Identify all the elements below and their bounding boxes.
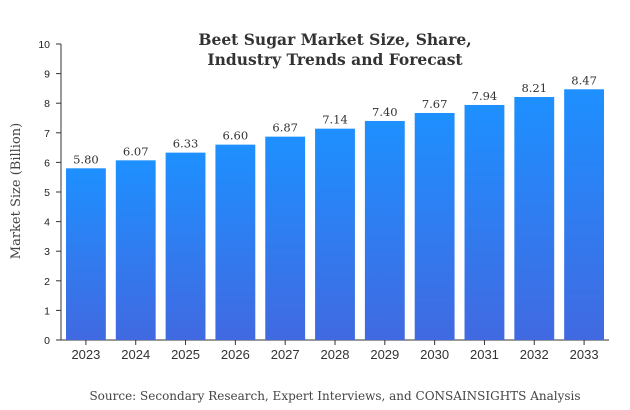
y-tick-label: 10 <box>38 39 50 51</box>
x-tick-label: 2027 <box>271 347 300 362</box>
bar-2031 <box>464 104 505 340</box>
x-tick-label: 2030 <box>420 347 449 362</box>
data-label: 6.60 <box>223 129 249 143</box>
y-tick-label: 2 <box>44 276 50 288</box>
y-tick-label: 7 <box>44 128 50 140</box>
bar-2024 <box>115 160 156 340</box>
bar-2027 <box>265 136 306 340</box>
data-label: 7.40 <box>372 105 398 119</box>
source-note: Source: Secondary Research, Expert Inter… <box>89 389 580 403</box>
data-label: 6.07 <box>123 144 149 158</box>
x-tick-label: 2025 <box>171 347 200 362</box>
x-tick-label: 2028 <box>321 347 350 362</box>
y-tick-label: 1 <box>44 305 50 317</box>
bar-2029 <box>364 120 405 341</box>
y-tick-label: 0 <box>44 335 50 347</box>
x-tick-label: 2029 <box>370 347 399 362</box>
bar-2023 <box>65 168 106 340</box>
bar-2033 <box>564 89 605 341</box>
bar-2026 <box>215 144 256 340</box>
data-label: 6.87 <box>272 121 298 135</box>
y-tick-label: 9 <box>44 69 50 81</box>
data-label: 6.33 <box>173 137 199 151</box>
data-label: 7.94 <box>472 89 498 103</box>
y-axis: 0 1 2 3 4 5 6 7 8 9 10 <box>38 39 62 347</box>
data-label: 7.14 <box>322 113 348 127</box>
x-tick-label: 2031 <box>470 347 499 362</box>
x-axis: 2023 2024 2025 2026 2027 2028 2029 2030 2031 2032… <box>61 339 609 362</box>
y-tick-label: 3 <box>44 246 50 258</box>
y-tick-label: 8 <box>44 98 50 110</box>
data-label: 8.47 <box>571 73 597 87</box>
bar-2028 <box>315 128 355 340</box>
y-tick-label: 5 <box>44 187 50 199</box>
bar-2032 <box>514 96 555 340</box>
data-labels-group: 5.80 6.07 6.33 6.60 6.87 7.14 7.40 7.67 7.94 8.21… <box>73 73 597 166</box>
y-tick-label: 6 <box>44 157 50 169</box>
data-label: 5.80 <box>73 152 99 166</box>
chart-title-line-2: Industry Trends and Forecast <box>207 50 463 69</box>
x-tick-label: 2026 <box>221 347 250 362</box>
x-tick-label: 2024 <box>121 347 150 362</box>
data-label: 7.67 <box>422 97 448 111</box>
x-tick-label: 2033 <box>570 347 599 362</box>
x-tick-label: 2032 <box>520 347 549 362</box>
bar-2030 <box>414 112 455 340</box>
y-tick-label: 4 <box>44 217 50 229</box>
y-axis-label: Market Size (Billion) <box>9 123 24 259</box>
bar-2025 <box>165 152 206 340</box>
bars-group <box>65 89 605 341</box>
data-label: 8.21 <box>521 81 547 95</box>
chart-title-line-1: Beet Sugar Market Size, Share, <box>198 30 471 49</box>
x-tick-label: 2023 <box>71 347 100 362</box>
